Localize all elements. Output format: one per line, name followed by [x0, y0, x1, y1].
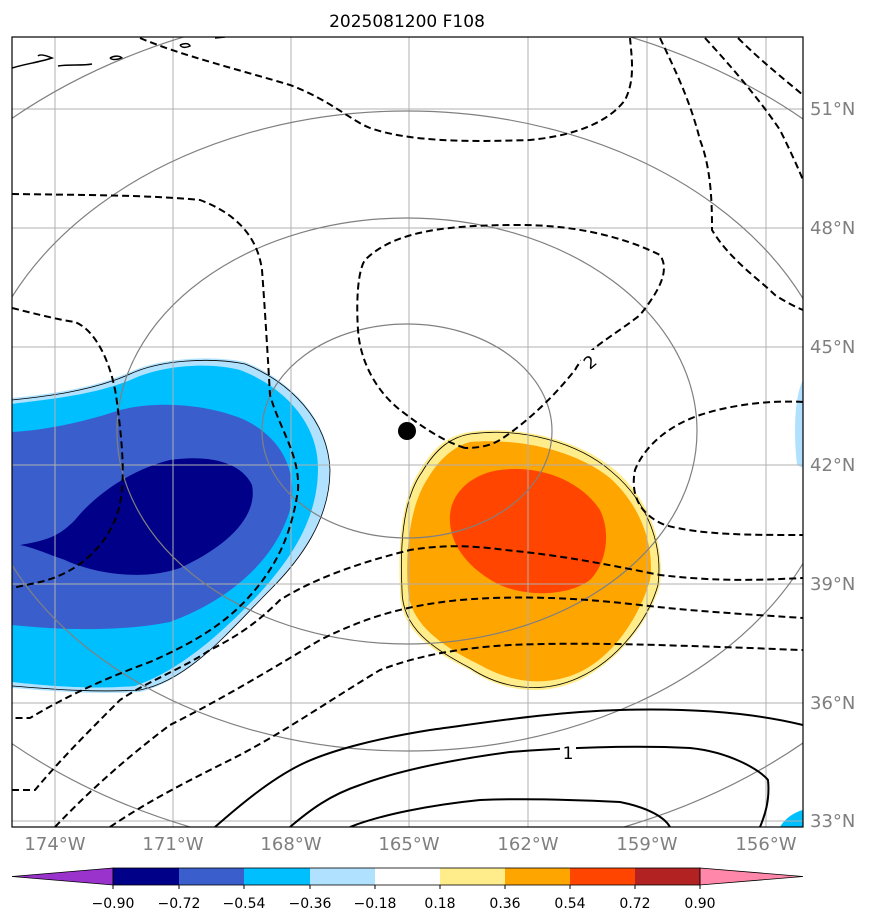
longitude-labels: 174°W 171°W 168°W 165°W 162°W 159°W 156°…	[24, 834, 796, 855]
colorbar-tick-label: 0.90	[684, 896, 715, 912]
lon-label: 168°W	[260, 834, 321, 855]
lon-label: 159°W	[616, 834, 677, 855]
colorbar-tick-label: 0.36	[489, 896, 520, 912]
contour-label-1: 1	[563, 744, 574, 764]
colorbar-tick-label: 0.72	[619, 896, 650, 912]
colorbar-segment	[244, 868, 310, 885]
storm-center-marker	[398, 422, 416, 440]
map-frame	[11, 36, 804, 828]
graticule	[12, 37, 803, 827]
anomaly-fill-neg-072	[20, 458, 253, 575]
plot-title: 2025081200 F108	[329, 12, 485, 32]
anomaly-outline-neg	[12, 359, 331, 692]
lat-label: 33°N	[810, 811, 855, 832]
colorbar-outline	[112, 867, 701, 886]
lon-label: 165°W	[378, 834, 439, 855]
contours-dashed	[12, 37, 803, 827]
lon-label: 162°W	[497, 834, 558, 855]
lat-label: 42°N	[810, 455, 855, 476]
colorbar-ticks: −0.90 −0.72 −0.54 −0.36 −0.18 0.18 0.36 …	[92, 896, 716, 912]
lat-label: 51°N	[810, 99, 855, 120]
range-rings	[12, 37, 803, 827]
colorbar-segment	[375, 868, 440, 885]
coastline	[12, 37, 226, 69]
colorbar-tick-label: −0.90	[92, 896, 135, 912]
lon-label: 171°W	[142, 834, 203, 855]
colorbar-segment	[310, 868, 375, 885]
anomaly-outline-pos	[400, 431, 660, 688]
anomaly-fill-neg-east	[795, 380, 803, 468]
colorbar-segment	[440, 868, 505, 885]
colorbar-segment	[570, 868, 635, 885]
colorbar-tick-label: 0.18	[424, 896, 455, 912]
colorbar	[11, 867, 804, 889]
lon-label: 156°W	[735, 834, 796, 855]
colorbar-segment	[113, 868, 179, 885]
lat-label: 48°N	[810, 218, 855, 239]
colorbar-segment	[635, 868, 700, 885]
colorbar-extend-high	[699, 867, 804, 886]
lat-label: 36°N	[810, 693, 855, 714]
contours-solid	[214, 708, 803, 827]
colorbar-segment	[179, 868, 244, 885]
colorbar-extend-low	[11, 867, 114, 886]
anomaly-fill-neg-se	[780, 810, 803, 827]
colorbar-segment	[505, 868, 570, 885]
lat-label: 45°N	[810, 337, 855, 358]
colorbar-tick-label: −0.18	[354, 896, 397, 912]
lon-label: 174°W	[24, 834, 85, 855]
colorbar-tick-label: −0.36	[289, 896, 332, 912]
colorbar-tick-label: 0.54	[554, 896, 585, 912]
colorbar-tick-label: −0.54	[223, 896, 266, 912]
colorbar-tick-label: −0.72	[158, 896, 201, 912]
lat-label: 39°N	[810, 574, 855, 595]
latitude-labels: 51°N 48°N 45°N 42°N 39°N 36°N 33°N	[810, 99, 855, 832]
map-area	[12, 37, 803, 827]
